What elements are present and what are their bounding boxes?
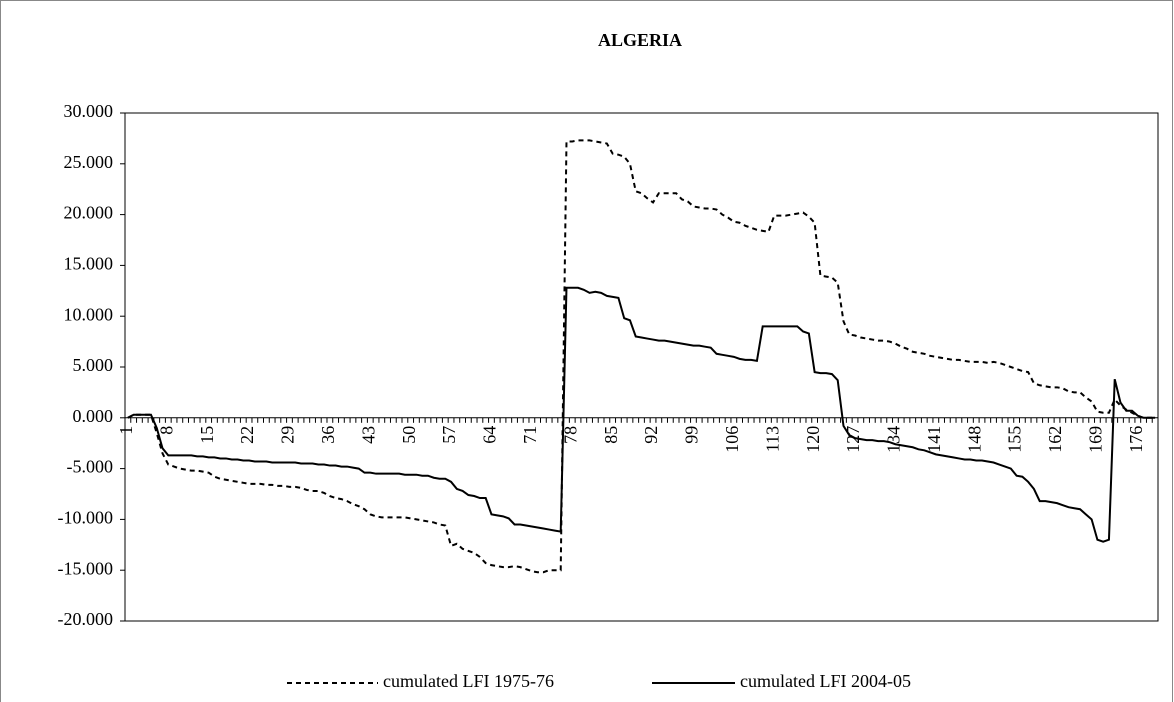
x-tick-label: 141 [924,426,944,453]
legend-label: cumulated LFI 1975-76 [383,671,554,691]
x-tick-label: 29 [278,426,298,444]
y-tick-label: 30.000 [64,101,114,121]
x-tick-label: 176 [1126,426,1146,453]
x-tick-label: 43 [358,426,378,444]
y-tick-label: 0.000 [73,406,114,426]
y-tick-label: -20.000 [58,609,114,629]
x-tick-label: 78 [560,426,580,444]
data-line [127,139,1156,574]
x-tick-label: 148 [964,426,984,453]
x-tick-label: 134 [884,426,904,453]
x-tick-label: 22 [237,426,257,444]
x-tick-label: 50 [399,426,419,444]
x-tick-label: 162 [1045,426,1065,453]
y-tick-label: 25.000 [64,152,114,172]
x-tick-label: 71 [520,426,540,444]
x-tick-label: 8 [156,426,176,435]
x-tick-label: 57 [439,426,459,444]
x-tick-label: 15 [197,426,217,444]
x-tick-label: 155 [1005,426,1025,453]
y-tick-label: 15.000 [64,254,114,274]
x-tick-label: 64 [480,426,500,444]
y-tick-label: 20.000 [64,203,114,223]
chart-title: ALGERIA [598,30,682,50]
data-line [127,286,1156,543]
x-tick-label: 120 [803,426,823,453]
x-tick-label: 85 [601,426,621,444]
legend-label: cumulated LFI 2004-05 [740,671,911,691]
x-tick-label: 106 [722,426,742,453]
y-tick-label: 5.000 [73,355,114,375]
y-tick-label: -5.000 [67,457,114,477]
x-tick-label: 169 [1086,426,1106,453]
x-tick-label: 99 [682,426,702,444]
y-tick-label: 10.000 [64,304,114,324]
x-tick-label: 92 [641,426,661,444]
y-tick-label: -10.000 [58,508,114,528]
x-tick-label: 1 [116,426,136,435]
x-tick-label: 36 [318,426,338,444]
y-tick-label: -15.000 [58,558,114,578]
x-tick-label: 113 [762,426,782,452]
